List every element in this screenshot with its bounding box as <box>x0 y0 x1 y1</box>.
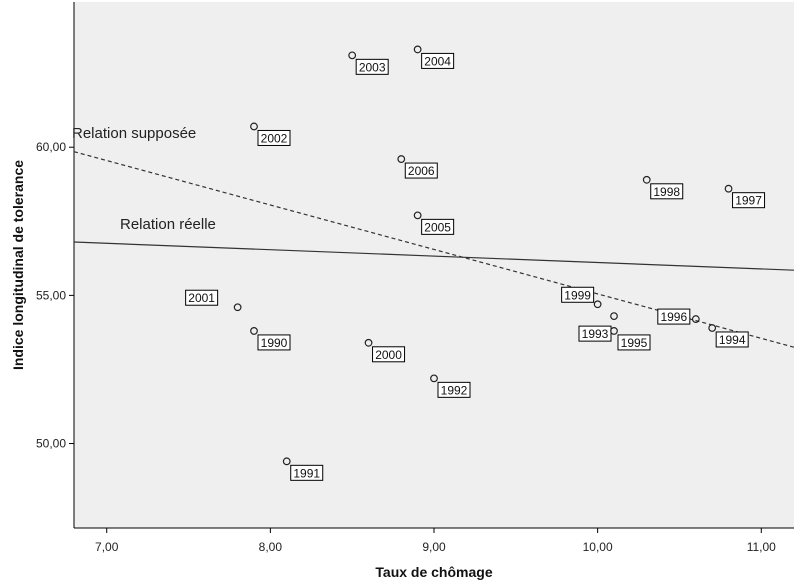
point-label-text: 1999 <box>564 288 591 302</box>
point-label: 1995 <box>617 334 651 351</box>
point-label-text: 1996 <box>660 310 687 324</box>
point-label-text: 2000 <box>375 348 402 362</box>
point-label-box <box>561 286 595 303</box>
point-label: 2001 <box>185 289 219 306</box>
fit-lines: Relation supposée Relation réelle <box>72 125 794 348</box>
point-label: 2004 <box>421 52 455 69</box>
point-label-box <box>290 464 324 481</box>
point-label-box <box>372 346 406 363</box>
data-point <box>610 312 618 321</box>
point-label-box <box>650 183 684 200</box>
point-label-box <box>657 308 691 325</box>
point-label-box <box>257 129 291 146</box>
y-tick-label: 55,00 <box>36 288 66 302</box>
data-point <box>724 184 733 193</box>
data-points: 1990 1991 1992 1993 1994 1995 1996 1997 1998 1999… <box>185 45 766 481</box>
data-point <box>642 175 651 184</box>
actual-relation-label: Relation réelle <box>120 216 216 233</box>
point-label: 2003 <box>355 58 389 75</box>
data-point <box>430 374 438 383</box>
y-tick-label: 60,00 <box>36 140 66 154</box>
point-label-text: 1994 <box>719 333 746 347</box>
data-point <box>413 211 422 220</box>
point-label: 1990 <box>257 334 291 351</box>
x-ticks: 7,00 8,00 9,00 10,00 11,00 <box>95 528 776 554</box>
point-label-box <box>257 334 291 351</box>
point-label-box <box>421 218 455 235</box>
x-tick-label: 11,00 <box>747 540 776 554</box>
point-label-text: 2006 <box>408 164 435 178</box>
point-label-box <box>715 331 749 348</box>
x-tick-label: 8,00 <box>259 540 283 554</box>
point-label: 1991 <box>290 464 324 481</box>
point-label-text: 1992 <box>441 383 468 397</box>
point-label-box <box>185 289 219 306</box>
actual-relation-line <box>73 241 794 271</box>
point-label: 1992 <box>437 381 471 398</box>
data-point <box>413 45 422 54</box>
x-axis-title: Taux de chômage <box>375 564 492 580</box>
point-label-box <box>732 192 766 209</box>
data-point <box>397 155 406 163</box>
x-tick-label: 7,00 <box>95 540 119 554</box>
point-label-text: 2005 <box>424 220 451 234</box>
point-label: 1998 <box>650 183 684 200</box>
point-label-text: 1991 <box>293 466 320 480</box>
point-label: 2000 <box>372 346 406 363</box>
data-point <box>282 457 291 466</box>
x-tick-label: 10,00 <box>583 540 613 554</box>
plot-area <box>74 2 794 528</box>
assumed-relation-line <box>73 151 794 348</box>
data-point <box>593 300 602 309</box>
point-label-text: 1995 <box>621 336 648 350</box>
point-label: 2005 <box>421 218 455 235</box>
x-tick-label: 9,00 <box>422 540 446 554</box>
point-label-text: 2003 <box>359 60 386 74</box>
point-label-text: 2004 <box>424 54 451 68</box>
point-label-text: 1998 <box>653 185 680 199</box>
point-label: 2006 <box>404 162 438 179</box>
y-axis-title: Indice longitudinal de tolerance <box>10 160 26 370</box>
data-point <box>250 327 258 335</box>
data-point <box>348 51 357 60</box>
point-label: 1999 <box>561 286 595 303</box>
data-point <box>610 327 618 335</box>
y-tick-label: 50,00 <box>36 437 66 451</box>
point-label: 2002 <box>257 129 291 146</box>
point-label-box <box>578 325 612 342</box>
point-label: 1993 <box>578 325 612 342</box>
data-point <box>233 303 242 312</box>
point-label: 1997 <box>732 192 766 209</box>
data-point <box>250 122 258 131</box>
point-label-text: 1990 <box>261 336 288 350</box>
data-point <box>708 324 717 332</box>
point-label-text: 2001 <box>188 291 215 305</box>
point-label-text: 1993 <box>582 327 609 341</box>
y-ticks: 50,00 55,00 60,00 <box>36 140 74 451</box>
point-label: 1994 <box>715 331 749 348</box>
point-label: 1996 <box>657 308 691 325</box>
data-point <box>364 338 373 347</box>
point-label-text: 1997 <box>735 194 762 208</box>
point-label-box <box>355 58 389 75</box>
point-label-box <box>437 381 471 398</box>
assumed-relation-label: Relation supposée <box>72 125 196 142</box>
point-label-box <box>617 334 651 351</box>
point-label-box <box>404 162 438 179</box>
data-point <box>691 315 700 323</box>
point-label-box <box>421 52 455 69</box>
point-label-text: 2002 <box>261 131 288 145</box>
